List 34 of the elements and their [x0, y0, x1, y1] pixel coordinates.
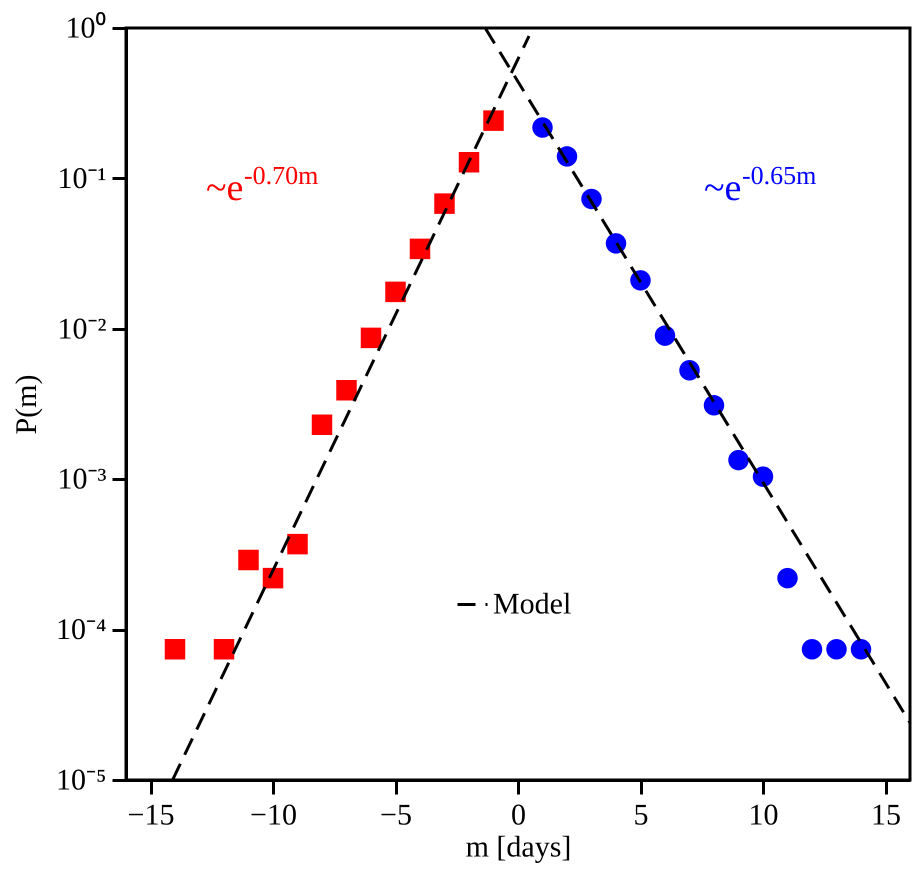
x-tick-label: −5: [380, 798, 412, 832]
y-axis-title: P(m): [10, 374, 44, 434]
point: [360, 328, 382, 348]
y-tick-label: 10⁰: [66, 12, 106, 44]
y-tick-label: 10⁻¹: [58, 162, 106, 195]
x-tick-label: 15: [871, 798, 901, 832]
point: [410, 238, 430, 260]
y-tick-label: 10⁻⁵: [56, 764, 106, 796]
point: [385, 282, 406, 302]
x-tick-label: 0: [511, 798, 526, 832]
point: [752, 466, 774, 487]
point: [164, 639, 186, 660]
point: [826, 639, 847, 660]
y-tick-label: 10⁻³: [58, 462, 106, 496]
x-tick-label: 5: [634, 798, 648, 832]
point: [802, 639, 822, 660]
legend-label: Model: [493, 588, 572, 620]
point: [238, 550, 259, 570]
point: [312, 414, 332, 436]
point: [336, 380, 357, 401]
y-tick-label: 10⁻⁴: [56, 613, 106, 646]
x-tick-label: 10: [748, 798, 778, 832]
point: [850, 639, 872, 660]
point: [728, 450, 749, 470]
point: [654, 325, 676, 346]
x-tick-label: −15: [128, 798, 174, 832]
point: [777, 568, 798, 588]
point: [287, 534, 308, 554]
point: [606, 233, 626, 254]
point: [704, 395, 724, 416]
point: [214, 639, 234, 660]
y-tick-label: 10⁻²: [58, 312, 106, 346]
x-tick-label: −10: [250, 798, 297, 832]
x-axis-title: m [days]: [466, 830, 572, 864]
